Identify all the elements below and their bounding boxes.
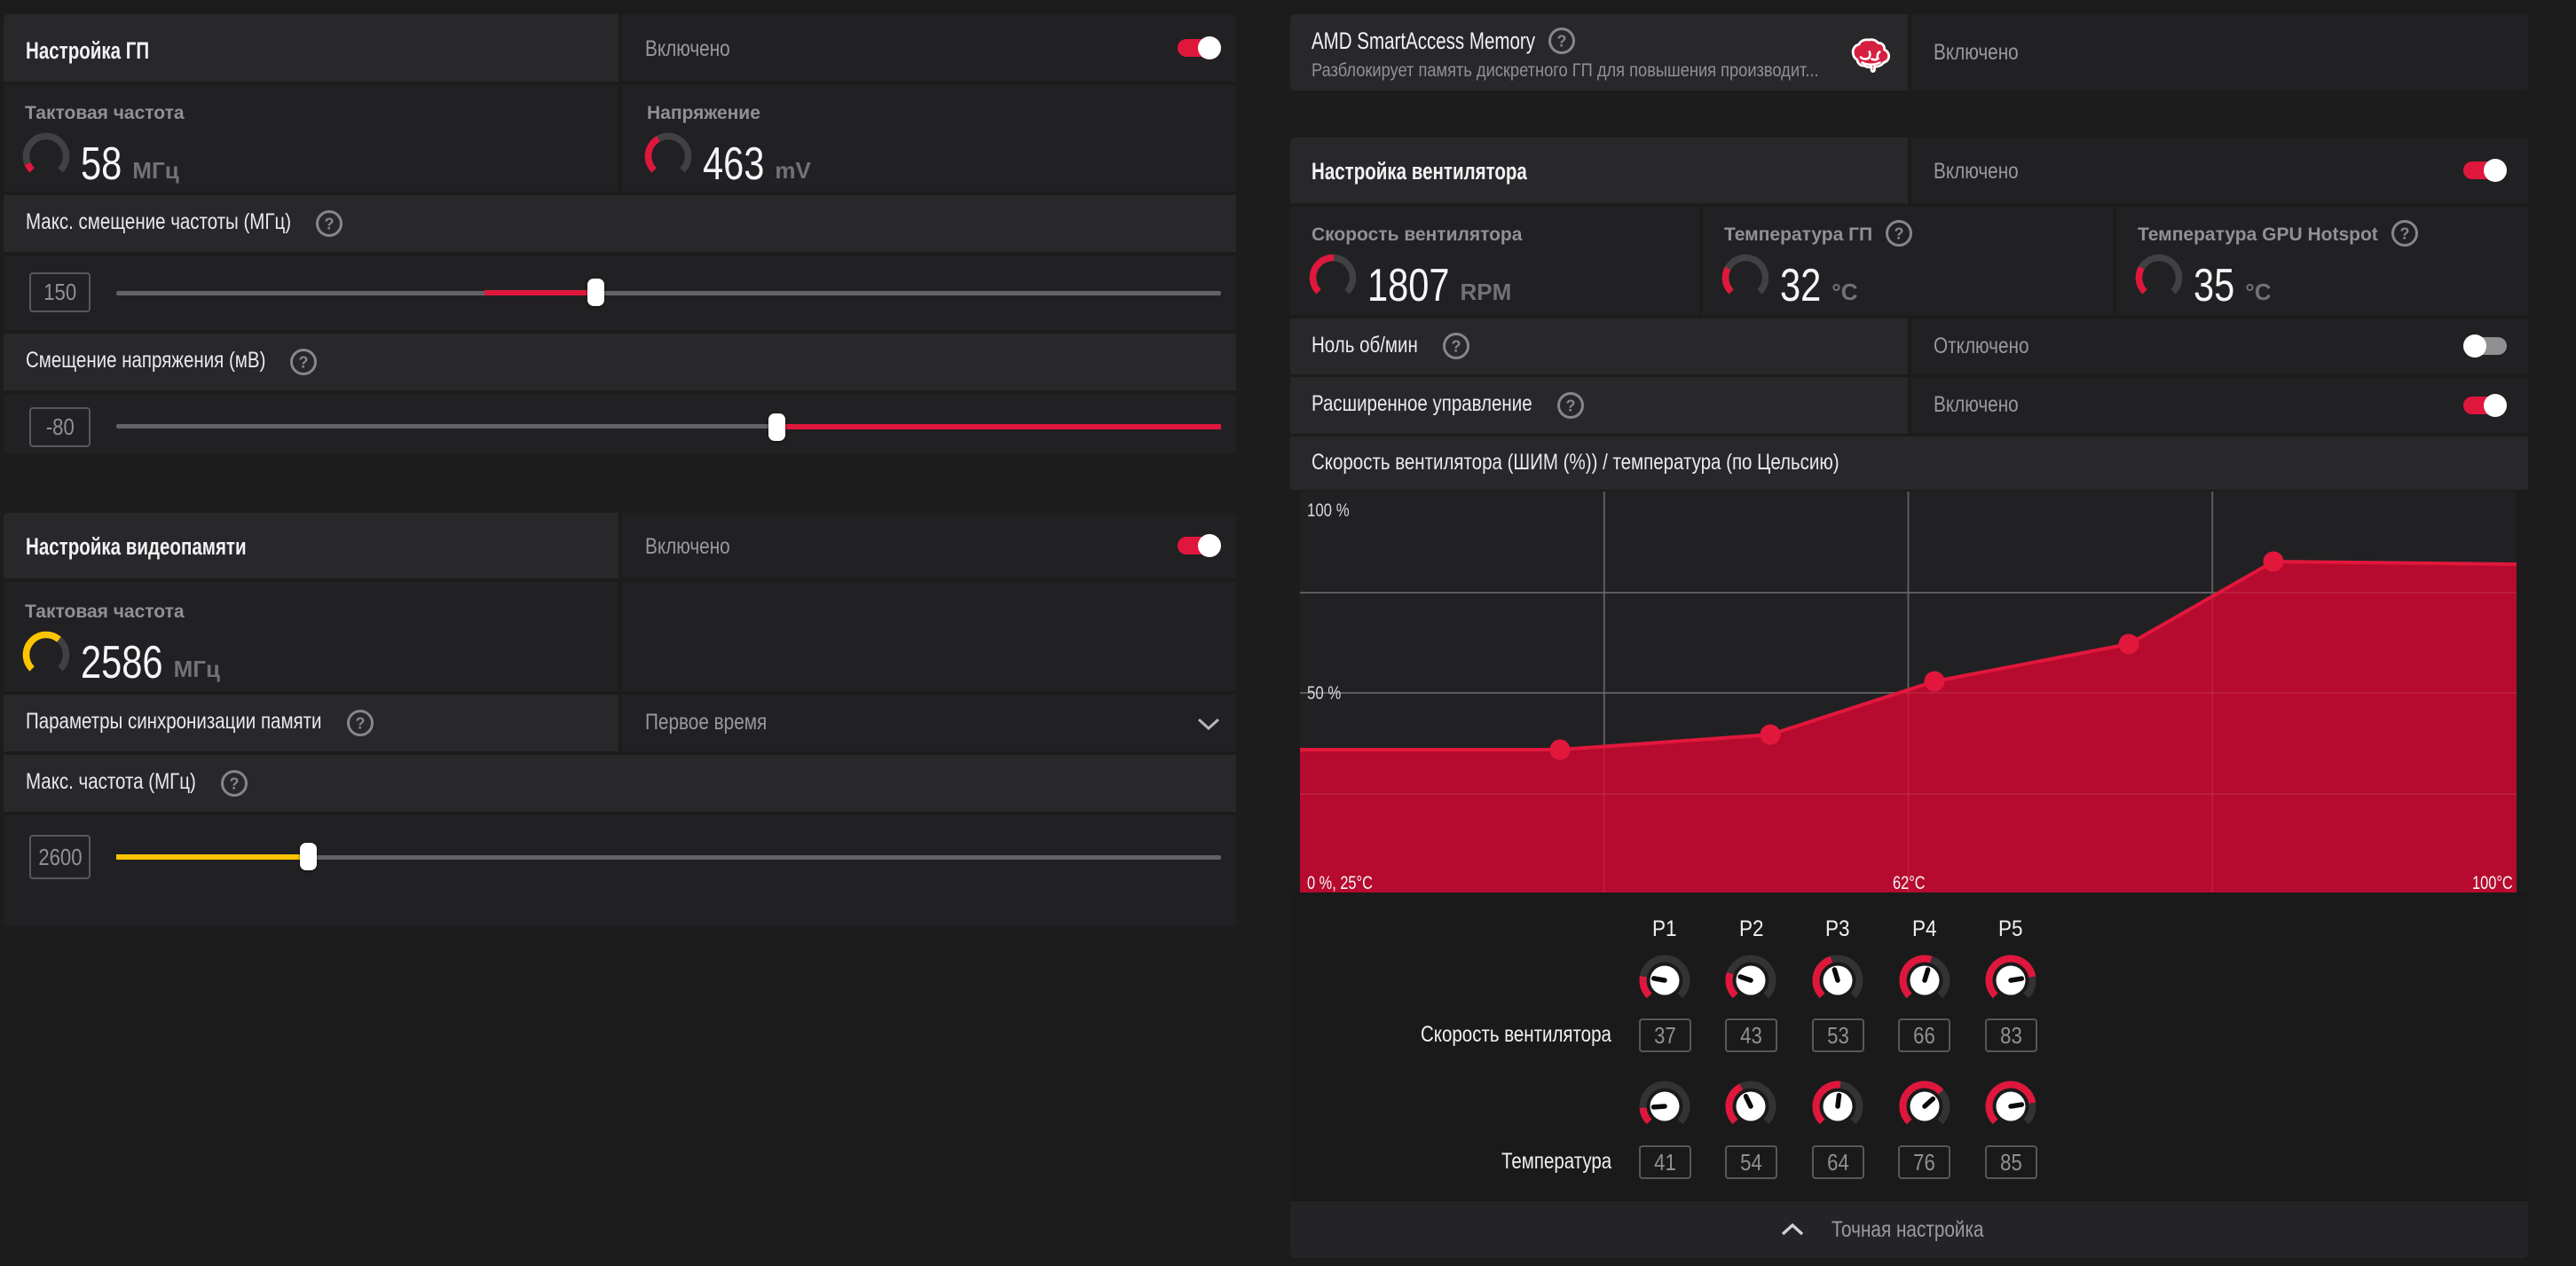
svg-text:?: ? <box>356 715 366 733</box>
svg-text:?: ? <box>299 354 309 372</box>
svg-text:?: ? <box>2400 225 2410 243</box>
svg-text:?: ? <box>325 216 335 233</box>
svg-text:?: ? <box>1557 33 1567 51</box>
svg-text:?: ? <box>230 775 240 793</box>
svg-text:?: ? <box>1566 397 1576 415</box>
svg-text:?: ? <box>1895 225 1904 243</box>
svg-text:?: ? <box>1452 338 1461 356</box>
